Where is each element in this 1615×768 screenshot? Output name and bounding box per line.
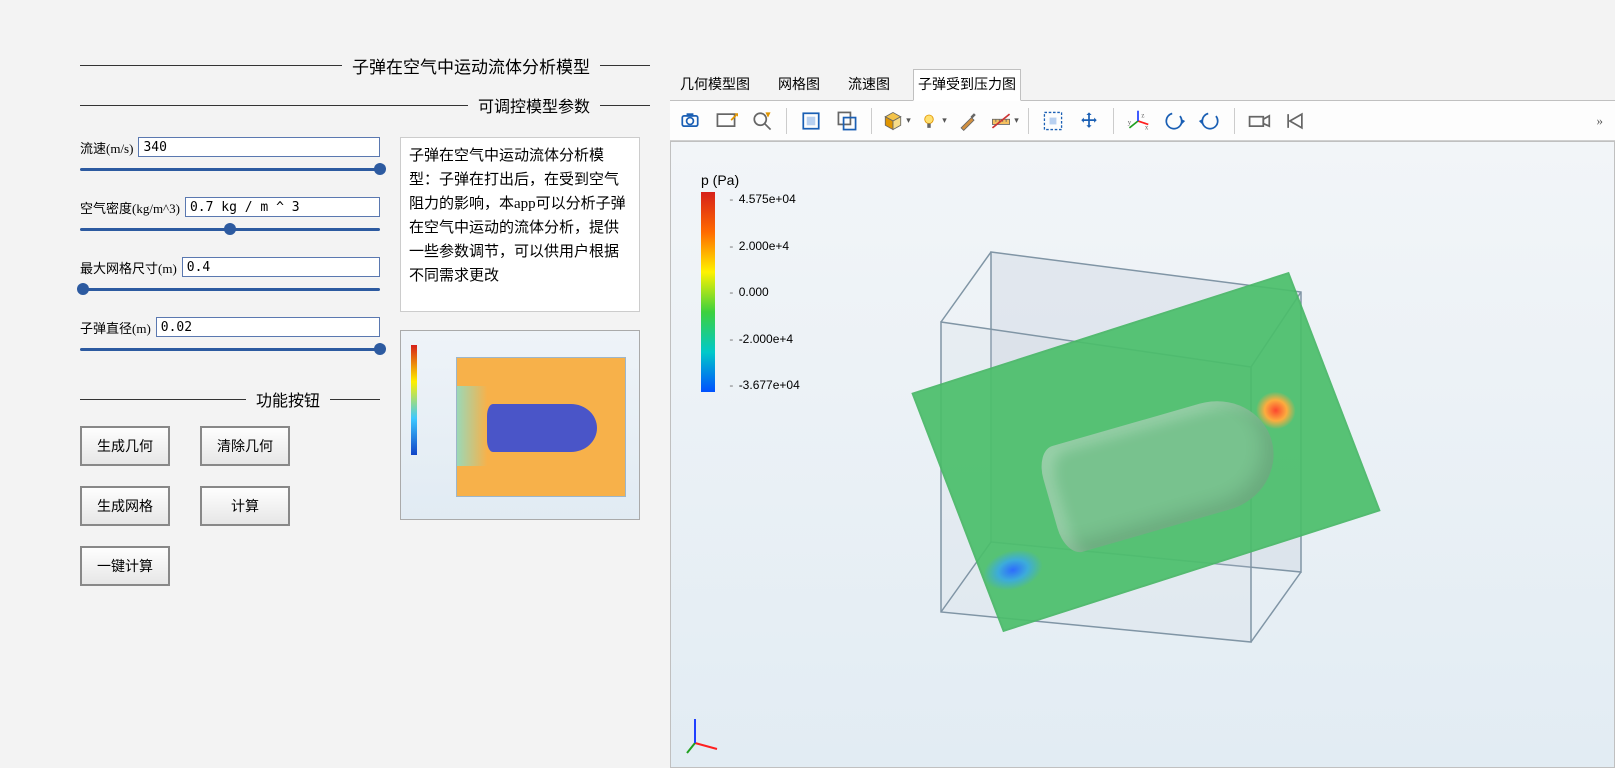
clear-geometry-button[interactable]: 清除几何 bbox=[200, 426, 290, 466]
params-section-header: 可调控模型参数 bbox=[80, 93, 650, 117]
toolbar-separator bbox=[1028, 108, 1029, 134]
diameter-slider[interactable] bbox=[80, 341, 380, 357]
render-viewport[interactable]: p (Pa) 4.575e+04 2.000e+4 0.000 -2.000e+4 -3… bbox=[670, 141, 1615, 768]
diameter-input[interactable] bbox=[156, 317, 380, 337]
density-input[interactable] bbox=[185, 197, 380, 217]
main-title-header: 子弹在空气中运动流体分析模型 bbox=[80, 53, 650, 78]
print-icon[interactable] bbox=[710, 105, 742, 137]
colorbar-tick: -3.677e+04 bbox=[719, 378, 800, 392]
colorbar-tick: 2.000e+4 bbox=[719, 239, 800, 253]
brush-icon[interactable] bbox=[952, 105, 984, 137]
toolbar-separator bbox=[1113, 108, 1114, 134]
density-slider[interactable] bbox=[80, 221, 380, 237]
light-icon[interactable] bbox=[916, 105, 948, 137]
axis-triad-icon bbox=[683, 713, 725, 755]
zoom-reset-icon[interactable] bbox=[746, 105, 778, 137]
description-box: 子弹在空气中运动流体分析模型：子弹在打出后，在受到空气阻力的影响，本app可以分… bbox=[400, 137, 640, 312]
velocity-slider[interactable] bbox=[80, 161, 380, 177]
svg-text:z: z bbox=[1141, 112, 1144, 119]
measure-icon[interactable] bbox=[988, 105, 1020, 137]
colorbar-tick: -2.000e+4 bbox=[719, 332, 800, 346]
go-start-icon[interactable] bbox=[1279, 105, 1311, 137]
buttons-section-header: 功能按钮 bbox=[80, 387, 380, 411]
view-mode-icon[interactable] bbox=[880, 105, 912, 137]
compute-all-button[interactable]: 一键计算 bbox=[80, 546, 170, 586]
tab-flow[interactable]: 流速图 bbox=[843, 69, 895, 101]
preview-thumbnail bbox=[400, 330, 640, 520]
pan-icon[interactable] bbox=[1073, 105, 1105, 137]
density-label: 空气密度(kg/m^3) bbox=[80, 198, 180, 217]
orbit-cw-icon[interactable] bbox=[1158, 105, 1190, 137]
mesh-label: 最大网格尺寸(m) bbox=[80, 258, 177, 277]
toolbar-separator bbox=[1234, 108, 1235, 134]
buttons-section-title: 功能按钮 bbox=[256, 387, 320, 411]
svg-text:x: x bbox=[1145, 124, 1149, 131]
toolbar-separator bbox=[786, 108, 787, 134]
zoom-window-icon[interactable] bbox=[1037, 105, 1069, 137]
svg-text:y: y bbox=[1128, 119, 1132, 126]
orbit-ccw-icon[interactable] bbox=[1194, 105, 1226, 137]
thumb-domain-box bbox=[456, 357, 626, 497]
colorbar: p (Pa) 4.575e+04 2.000e+4 0.000 -2.000e+4 -3… bbox=[701, 172, 800, 392]
colorbar-ticks: 4.575e+04 2.000e+4 0.000 -2.000e+4 -3.677e+0… bbox=[719, 192, 800, 392]
select-all-icon[interactable] bbox=[831, 105, 863, 137]
colorbar-tick: 4.575e+04 bbox=[719, 192, 800, 206]
scene-3d[interactable] bbox=[871, 182, 1401, 702]
colorbar-tick: 0.000 bbox=[719, 285, 800, 299]
tab-geometry[interactable]: 几何模型图 bbox=[675, 69, 755, 101]
screenshot-icon[interactable] bbox=[674, 105, 706, 137]
app-title: 子弹在空气中运动流体分析模型 bbox=[352, 53, 590, 78]
params-section-title: 可调控模型参数 bbox=[478, 93, 590, 117]
thumb-colorbar bbox=[411, 345, 417, 455]
colorbar-title: p (Pa) bbox=[701, 172, 800, 188]
render-toolbar: zx y » bbox=[670, 101, 1615, 141]
view-tabs: 几何模型图 网格图 流速图 子弹受到压力图 bbox=[670, 68, 1615, 101]
diameter-label: 子弹直径(m) bbox=[80, 318, 151, 337]
mesh-input[interactable] bbox=[182, 257, 380, 277]
generate-mesh-button[interactable]: 生成网格 bbox=[80, 486, 170, 526]
thumb-bullet bbox=[487, 404, 597, 452]
compute-button[interactable]: 计算 bbox=[200, 486, 290, 526]
tab-mesh[interactable]: 网格图 bbox=[773, 69, 825, 101]
tab-pressure[interactable]: 子弹受到压力图 bbox=[913, 69, 1021, 101]
generate-geometry-button[interactable]: 生成几何 bbox=[80, 426, 170, 466]
camera-icon[interactable] bbox=[1243, 105, 1275, 137]
velocity-label: 流速(m/s) bbox=[80, 138, 133, 157]
rotate-axes-icon[interactable]: zx y bbox=[1122, 105, 1154, 137]
mesh-slider[interactable] bbox=[80, 281, 380, 297]
colorbar-gradient bbox=[701, 192, 715, 392]
toolbar-separator bbox=[871, 108, 872, 134]
velocity-input[interactable] bbox=[138, 137, 380, 157]
toolbar-overflow-icon[interactable]: » bbox=[1589, 113, 1612, 129]
select-box-icon[interactable] bbox=[795, 105, 827, 137]
